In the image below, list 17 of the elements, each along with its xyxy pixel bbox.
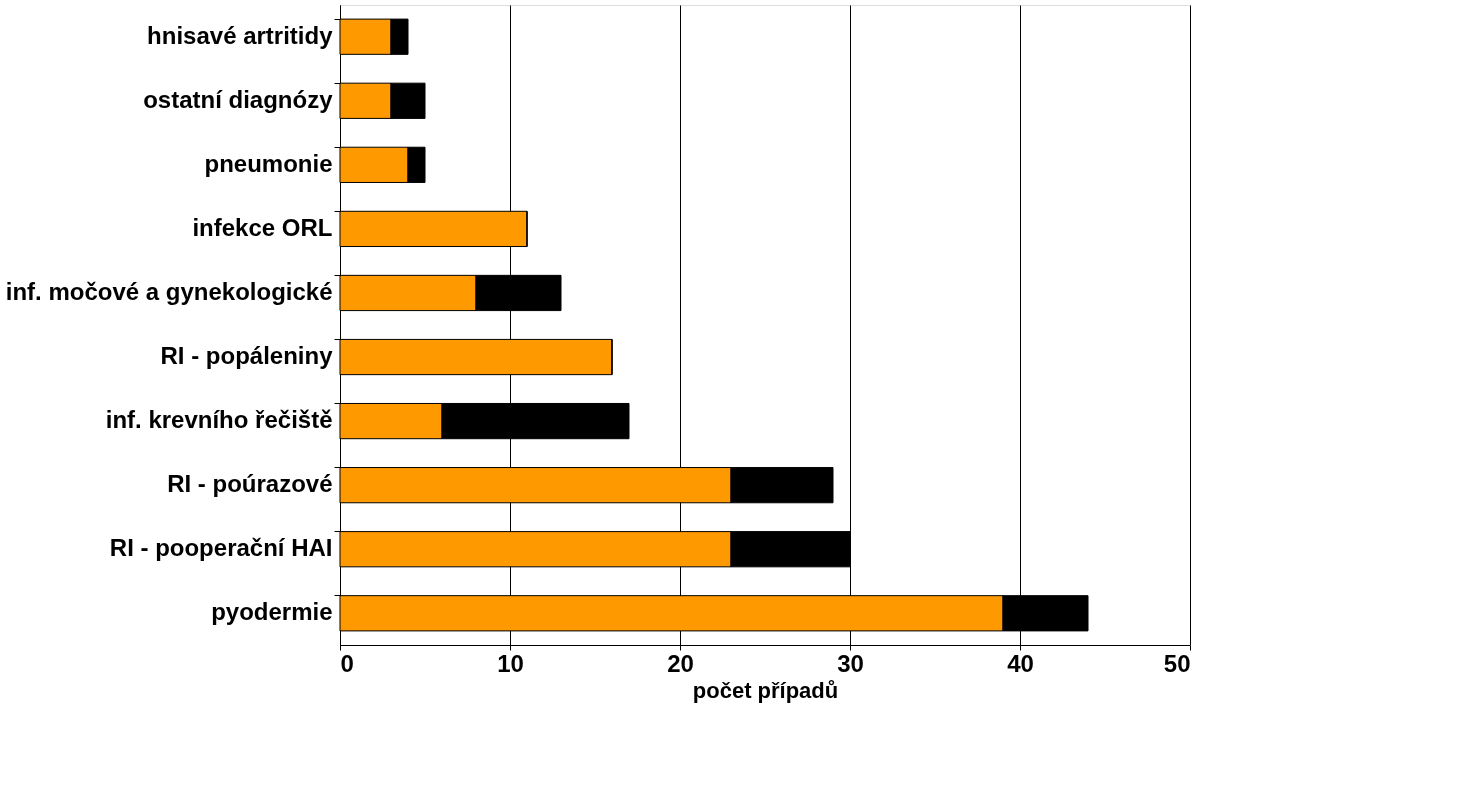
x-tick-label: 20 xyxy=(667,649,694,677)
y-tick-label: pyodermie xyxy=(211,598,333,626)
y-tick-label: pneumonie xyxy=(204,149,333,177)
x-tick-label: 30 xyxy=(837,649,864,677)
x-tick-label: 50 xyxy=(1163,649,1191,677)
y-tick-label: RI - poúrazové xyxy=(167,470,333,498)
y-tick-label: hnisavé artritidy xyxy=(147,21,334,49)
y-tick-label: ostatní diagnózy xyxy=(143,85,334,113)
x-tick-label: 0 xyxy=(340,649,354,677)
y-tick-label: infekce ORL xyxy=(192,213,333,241)
x-tick-label: 10 xyxy=(497,649,524,677)
x-tick-label: 40 xyxy=(1007,649,1034,677)
y-tick-label: RI - popáleniny xyxy=(160,342,334,370)
y-tick-label: inf. krevního řečiště xyxy=(105,406,333,434)
x-axis-title: počet případů xyxy=(692,677,839,703)
y-tick-label: inf. močové a gynekologické xyxy=(5,277,333,305)
y-tick-label: RI - pooperační HAI xyxy=(109,534,333,562)
